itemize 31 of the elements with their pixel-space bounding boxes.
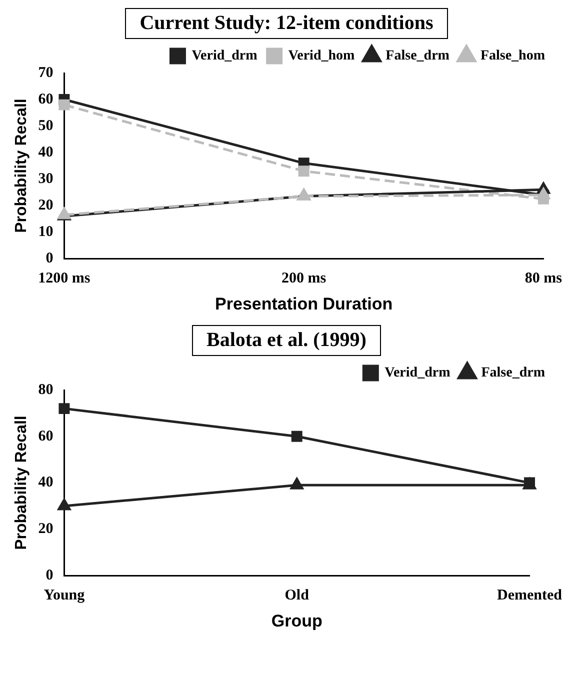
legend-label: False_drm [481,366,546,381]
y-axis-title: Probability Recall [13,416,30,550]
x-axis-title: Presentation Duration [215,294,393,314]
x-tick-label: 80 ms [524,270,562,286]
y-tick-label: 0 [46,250,54,266]
y-axis-title: Probability Recall [13,98,30,233]
legend-label: Verid_drm [384,366,451,381]
y-tick-label: 0 [46,567,54,584]
y-tick-label: 60 [38,428,54,444]
legend-label: False_drm [386,48,450,64]
x-tick-label: 1200 ms [38,270,90,286]
legend-label: Verid_hom [288,48,356,64]
y-tick-label: 80 [38,382,54,398]
legend-label: False_hom [480,48,546,64]
y-tick-label: 10 [38,224,54,240]
y-tick-label: 60 [38,91,54,108]
y-tick-label: 70 [38,64,54,81]
chart-title: Current Study: 12-item conditions [124,8,448,39]
x-axis-title: Group [271,611,322,630]
x-tick-label: 200 ms [282,270,326,286]
y-tick-label: 40 [38,474,54,491]
y-tick-label: 40 [38,144,54,160]
x-tick-label: Demented [497,587,563,604]
x-tick-label: Old [284,587,310,604]
y-tick-label: 20 [38,521,54,538]
x-tick-label: Young [44,587,86,604]
chart-title: Balota et al. (1999) [192,325,382,356]
y-tick-label: 20 [38,197,54,214]
y-tick-label: 30 [38,170,54,187]
y-tick-label: 50 [38,118,54,134]
legend-label: Verid_drm [192,48,258,64]
